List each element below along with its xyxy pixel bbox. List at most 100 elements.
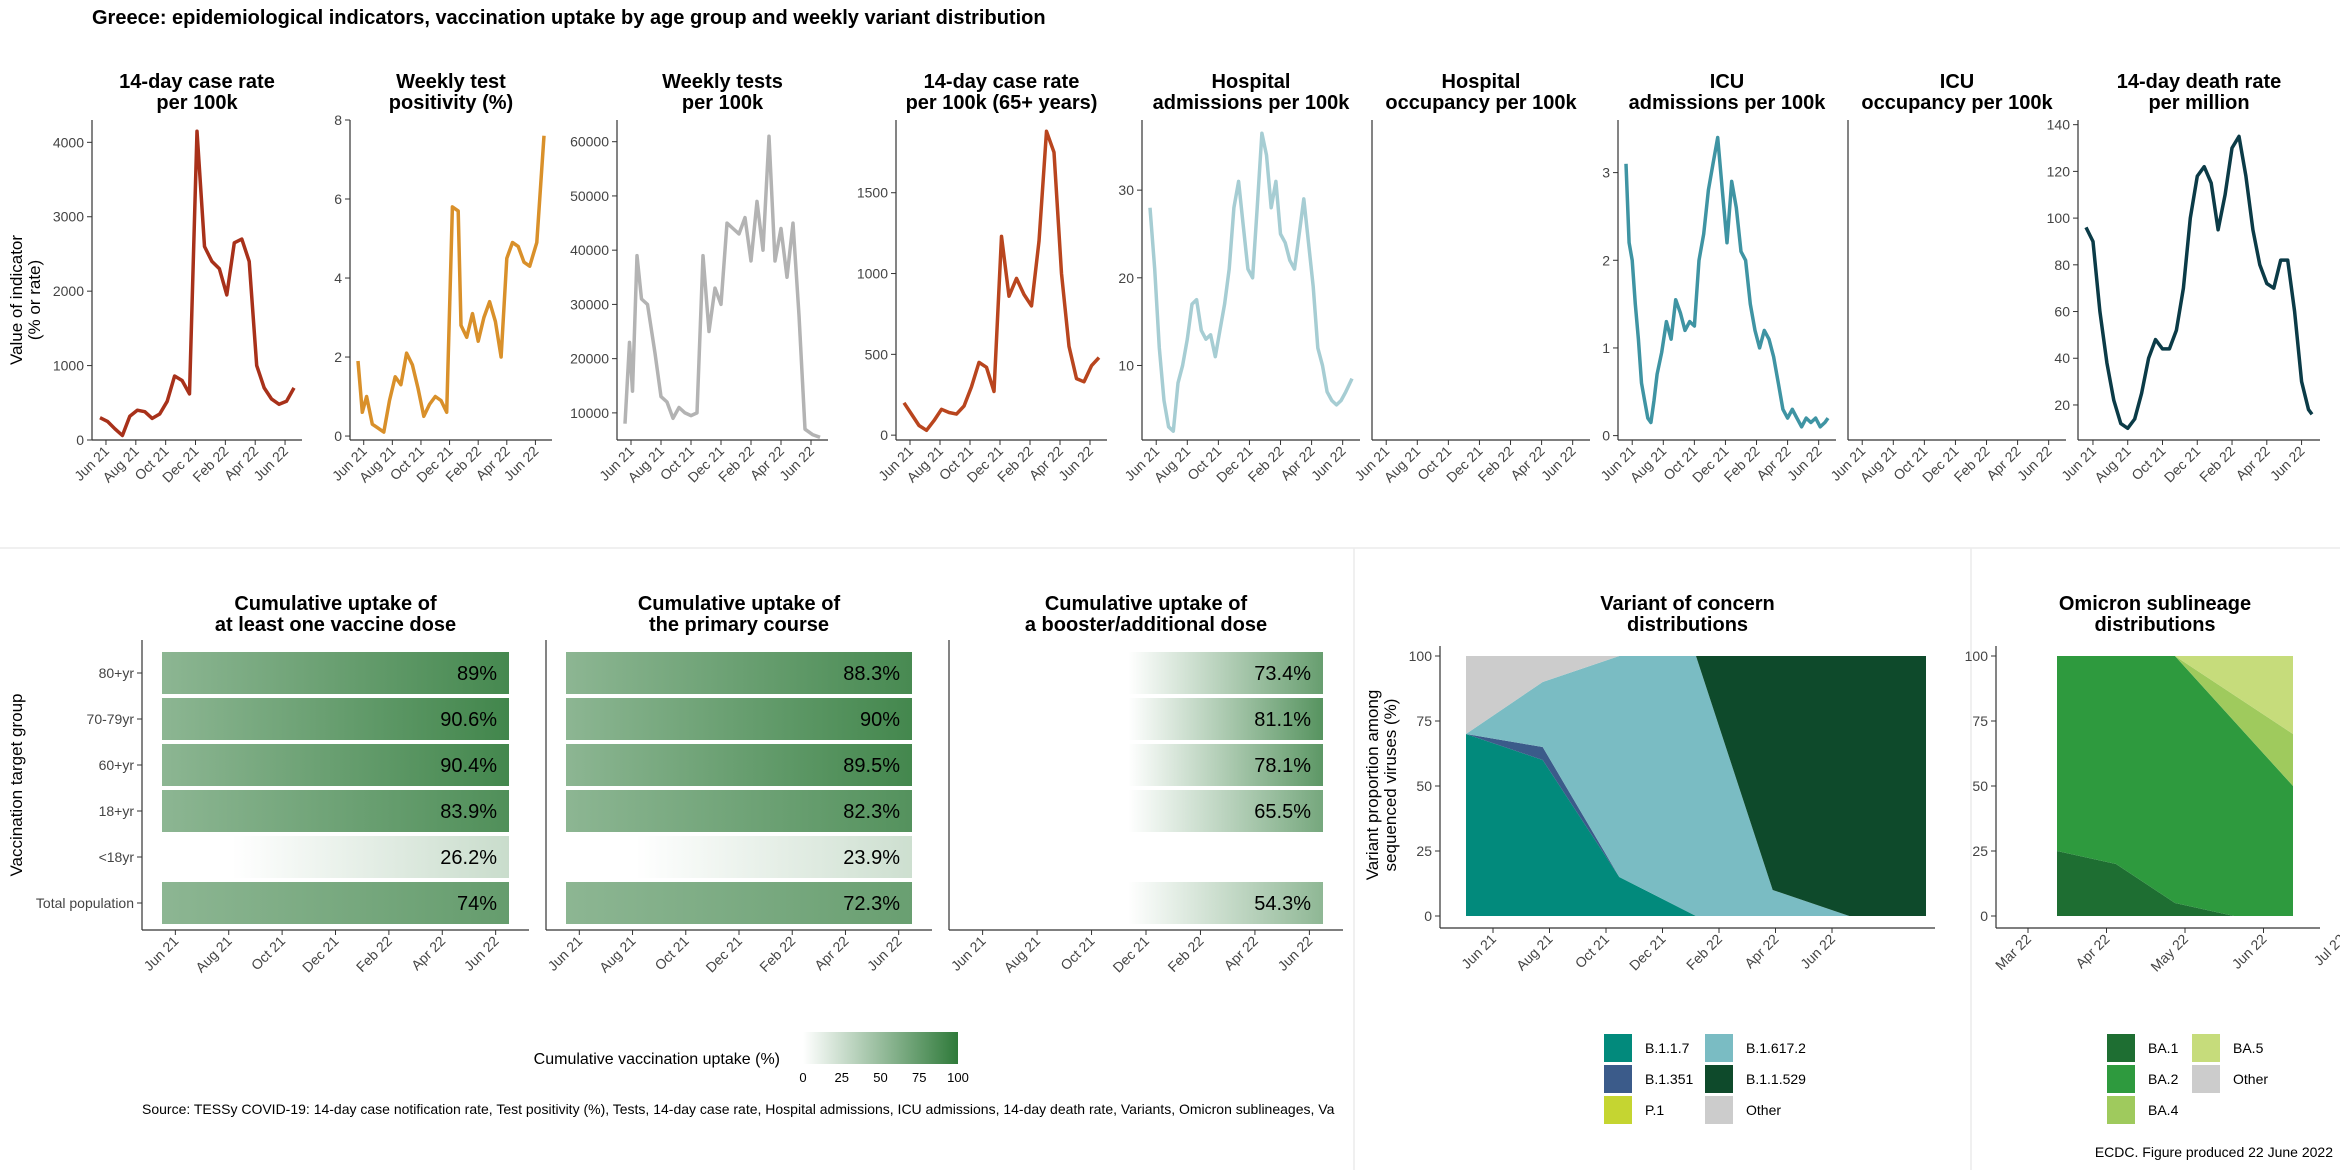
y-tick-label: <18yr — [99, 849, 135, 865]
vacc-y-axis-title: Vaccination target group — [7, 693, 26, 876]
legend-label: Other — [1746, 1102, 1781, 1118]
legend-key-B.1.617.2 — [1705, 1034, 1733, 1062]
legend-title: Cumulative vaccination uptake (%) — [534, 1051, 780, 1068]
x-tick-label: Feb 22 — [1951, 443, 1993, 485]
uptake-bar — [566, 882, 912, 924]
uptake-bar — [1128, 744, 1323, 786]
y-tick-label: 60+yr — [99, 757, 135, 773]
y-tick-label: 140 — [2047, 117, 2071, 133]
x-tick-label: Oct 21 — [1057, 933, 1098, 974]
y-tick-label: 6 — [334, 191, 342, 207]
panel-title: Weekly tests — [662, 71, 783, 93]
x-tick-label: Jun 22 — [1784, 443, 1825, 484]
series-line-positivity — [356, 135, 546, 434]
y-tick-label: 20000 — [570, 351, 609, 367]
uptake-bar — [162, 790, 509, 832]
x-tick-label: Apr 22 — [1741, 931, 1782, 972]
uptake-label: 65.5% — [1254, 801, 1311, 823]
panel-title: admissions per 100k — [1153, 92, 1351, 114]
x-tick-label: Jun 22 — [776, 443, 817, 484]
panel-title: Cumulative uptake of — [234, 593, 437, 615]
panel-title: 14-day death rate — [2117, 71, 2282, 93]
panel-title: ICU — [1940, 71, 1974, 93]
uptake-label: 72.3% — [843, 893, 900, 915]
panel-title: occupancy per 100k — [1861, 92, 2053, 114]
uptake-label: 78.1% — [1254, 755, 1311, 777]
y-tick-label: 40 — [2054, 350, 2070, 366]
y-tick-label: 50 — [1416, 778, 1432, 794]
x-tick-label: Oct 21 — [651, 933, 692, 974]
panel-title: per 100k — [156, 92, 238, 114]
x-tick-label: Jun 21 — [140, 933, 181, 974]
legend-key-BA.2 — [2107, 1065, 2135, 1093]
y-tick-label: 100 — [1965, 648, 1989, 664]
x-tick-label: Aug 21 — [1513, 931, 1556, 974]
uptake-bar — [1128, 882, 1323, 924]
x-tick-label: Feb 22 — [2196, 443, 2238, 485]
x-tick-label: Jun 21 — [1458, 931, 1499, 972]
y-tick-label: 60 — [2054, 304, 2070, 320]
y-tick-label: 25 — [1972, 843, 1988, 859]
panel-title: 14-day case rate — [119, 71, 275, 93]
panel-title: Variant of concern — [1600, 593, 1775, 615]
x-tick-label: Feb 22 — [1721, 443, 1763, 485]
x-tick-label: Jun 22 — [2267, 443, 2308, 484]
y-tick-label: 30000 — [570, 296, 609, 312]
y-tick-label: 80 — [2054, 257, 2070, 273]
area-BA.5 — [2057, 656, 2293, 734]
y-axis-title: Variant proportion among — [1363, 690, 1382, 881]
series-line-hosp_adm — [1148, 131, 1354, 433]
x-tick-label: Aug 21 — [192, 933, 235, 976]
x-tick-label: Jun 22 — [1274, 933, 1315, 974]
uptake-bar — [162, 652, 509, 694]
y-tick-label: 2000 — [53, 283, 84, 299]
y-tick-label: 1500 — [857, 185, 888, 201]
uptake-label: 82.3% — [843, 801, 900, 823]
y-tick-label: 0 — [76, 432, 84, 448]
x-tick-label: May 22 — [2147, 931, 2191, 975]
panel-title: ICU — [1710, 71, 1744, 93]
y-tick-label: 2 — [334, 349, 342, 365]
x-tick-label: Jun 22 — [864, 933, 905, 974]
legend-label: B.1.1.7 — [1645, 1040, 1690, 1056]
y-tick-label: 8 — [334, 112, 342, 128]
uptake-bar — [162, 698, 509, 740]
area-Other — [1466, 656, 1926, 734]
x-tick-label: Oct 21 — [1572, 931, 1613, 972]
y-tick-label: 0 — [1602, 428, 1610, 444]
area-BA.4 — [2057, 656, 2293, 786]
panel-title: Cumulative uptake of — [638, 593, 841, 615]
panel-title: Hospital — [1212, 71, 1291, 93]
legend-tick-label: 25 — [835, 1070, 849, 1085]
panel-title: per 100k — [682, 92, 764, 114]
uptake-bar — [566, 652, 912, 694]
area-B.1.617.2 — [1466, 656, 1926, 916]
x-tick-label: Jun 22 — [1308, 443, 1349, 484]
y-tick-label: 0 — [334, 428, 342, 444]
x-tick-label: Jun 22 — [2229, 931, 2270, 972]
y-tick-label: 20 — [1118, 270, 1134, 286]
panel-title: distributions — [2094, 614, 2215, 636]
y-tick-label: 75 — [1972, 713, 1988, 729]
legend-colorbar — [803, 1032, 958, 1064]
uptake-label: 89.5% — [843, 755, 900, 777]
uptake-label: 74% — [457, 893, 497, 915]
legend-tick-label: 50 — [873, 1070, 887, 1085]
x-tick-label: Feb 22 — [1683, 931, 1725, 973]
x-tick-label: Oct 21 — [248, 933, 289, 974]
x-tick-label: Aug 21 — [2091, 443, 2134, 486]
x-tick-label: Feb 22 — [1245, 443, 1287, 485]
legend-label: Other — [2233, 1071, 2268, 1087]
x-tick-label: Jun 22 — [2014, 443, 2055, 484]
y-tick-label: 0 — [880, 427, 888, 443]
legend-key-P.1 — [1604, 1096, 1632, 1124]
uptake-label: 90.4% — [440, 755, 497, 777]
y-tick-label: 120 — [2047, 163, 2071, 179]
